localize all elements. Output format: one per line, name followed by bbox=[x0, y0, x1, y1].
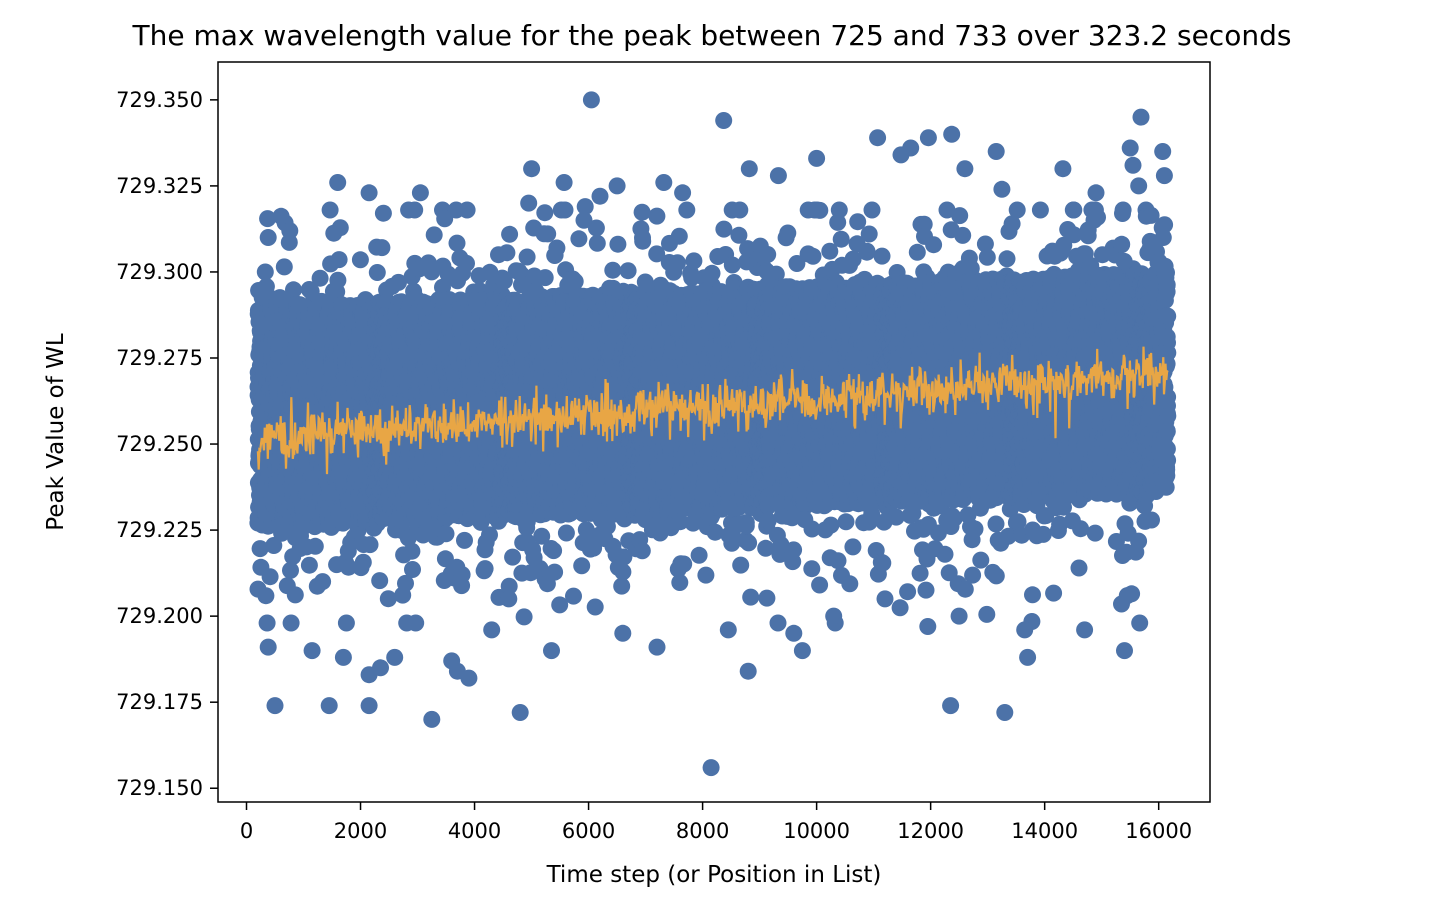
scatter-point bbox=[518, 248, 536, 266]
scatter-point bbox=[306, 537, 324, 555]
scatter-point bbox=[504, 548, 522, 566]
scatter-point bbox=[437, 525, 455, 543]
scatter-point bbox=[329, 271, 347, 289]
scatter-point bbox=[379, 590, 397, 608]
scatter-point bbox=[321, 201, 339, 219]
scatter-point bbox=[501, 225, 519, 243]
scatter-point bbox=[368, 264, 386, 281]
scatter-point bbox=[458, 201, 476, 219]
scatter-point bbox=[453, 566, 471, 584]
scatter-point bbox=[251, 540, 269, 558]
scatter-point bbox=[371, 572, 389, 590]
scatter-point bbox=[258, 614, 276, 632]
scatter-point bbox=[282, 614, 300, 632]
scatter-point bbox=[406, 201, 424, 219]
scatter-point bbox=[261, 568, 279, 586]
scatter-point bbox=[425, 226, 443, 244]
plot-area bbox=[217, 61, 1211, 803]
scatter-point bbox=[286, 586, 304, 604]
scatter-point bbox=[374, 204, 392, 222]
scatter-point bbox=[515, 608, 533, 626]
scatter-point bbox=[404, 561, 421, 578]
scatter-point bbox=[407, 614, 425, 632]
scatter-point bbox=[448, 234, 466, 252]
scatter-point bbox=[257, 587, 275, 605]
scatter-point bbox=[351, 251, 369, 269]
scatter-point bbox=[330, 251, 348, 269]
chart-title: The max wavelength value for the peak be… bbox=[132, 19, 1292, 52]
scatter-point bbox=[354, 553, 372, 571]
scatter-point bbox=[337, 614, 355, 632]
scatter-point bbox=[456, 531, 473, 549]
scatter-point bbox=[300, 556, 318, 574]
scatter-point bbox=[275, 258, 293, 276]
scatter-point bbox=[331, 219, 349, 237]
scatter-point bbox=[403, 542, 421, 560]
scatter-point bbox=[259, 210, 277, 228]
scatter-point bbox=[314, 573, 332, 591]
scatter-point bbox=[476, 560, 494, 578]
scatter-point bbox=[361, 536, 379, 554]
scatter-point bbox=[282, 561, 299, 579]
scatter-point bbox=[311, 269, 329, 287]
scatter-point bbox=[373, 239, 391, 257]
scatter-point bbox=[458, 254, 475, 272]
scatter-point bbox=[265, 537, 283, 554]
scatter-point bbox=[285, 281, 302, 299]
